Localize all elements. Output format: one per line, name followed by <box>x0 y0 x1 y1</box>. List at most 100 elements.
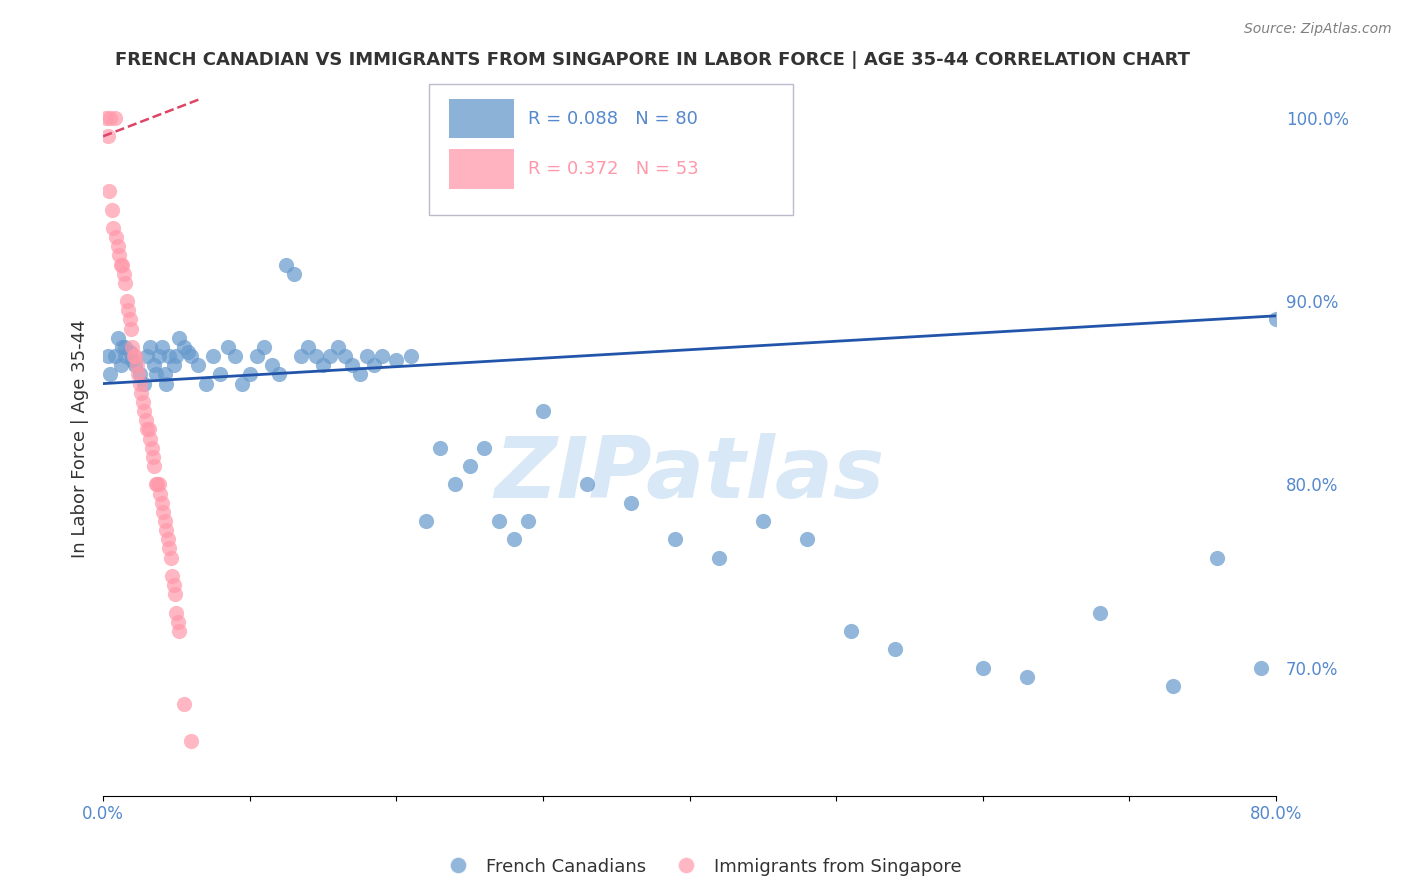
Point <box>128 368 150 382</box>
Point <box>267 368 290 382</box>
Point <box>202 349 225 363</box>
FancyBboxPatch shape <box>449 99 513 138</box>
Point <box>94 111 117 125</box>
Point <box>319 349 342 363</box>
Point <box>326 340 349 354</box>
Point <box>153 514 176 528</box>
Point <box>120 321 142 335</box>
Y-axis label: In Labor Force | Age 35-44: In Labor Force | Age 35-44 <box>72 319 89 558</box>
Point <box>157 541 180 556</box>
Point <box>370 349 392 363</box>
Point <box>165 606 187 620</box>
Point <box>114 349 136 363</box>
Point <box>107 239 129 253</box>
Point <box>173 697 195 711</box>
Point <box>283 267 305 281</box>
Point <box>575 477 598 491</box>
Text: R = 0.372   N = 53: R = 0.372 N = 53 <box>527 160 699 178</box>
Point <box>127 368 149 382</box>
Point <box>148 477 170 491</box>
Text: FRENCH CANADIAN VS IMMIGRANTS FROM SINGAPORE IN LABOR FORCE | AGE 35-44 CORRELAT: FRENCH CANADIAN VS IMMIGRANTS FROM SINGA… <box>115 51 1189 69</box>
Point <box>148 349 170 363</box>
Point <box>150 340 173 354</box>
Point <box>118 345 141 359</box>
Point <box>111 258 134 272</box>
Point <box>177 345 200 359</box>
Point <box>363 359 385 373</box>
Point <box>217 340 239 354</box>
Point <box>136 422 159 436</box>
Point <box>96 129 118 144</box>
Point <box>458 458 481 473</box>
Point <box>415 514 437 528</box>
Point <box>253 340 276 354</box>
Point <box>167 615 190 629</box>
Point <box>1206 550 1229 565</box>
Point <box>149 486 172 500</box>
Point <box>145 368 167 382</box>
Point <box>246 349 269 363</box>
Point <box>117 303 139 318</box>
Point <box>224 349 246 363</box>
Point <box>114 276 136 290</box>
Point <box>160 569 183 583</box>
Point <box>122 349 145 363</box>
Point <box>159 550 181 565</box>
Point <box>180 349 202 363</box>
Point <box>103 220 125 235</box>
Point <box>155 376 177 391</box>
Point <box>110 258 132 272</box>
Point <box>169 624 191 638</box>
Point <box>155 523 177 537</box>
Point <box>239 368 262 382</box>
Point <box>1015 670 1038 684</box>
Point <box>98 184 121 198</box>
Point <box>1088 606 1111 620</box>
Point <box>112 267 135 281</box>
Point <box>143 359 166 373</box>
Point <box>124 349 146 363</box>
Text: Source: ZipAtlas.com: Source: ZipAtlas.com <box>1244 22 1392 37</box>
Point <box>150 496 173 510</box>
Point <box>180 733 202 747</box>
Point <box>139 432 162 446</box>
Point <box>110 359 132 373</box>
Point <box>444 477 467 491</box>
Point <box>138 422 160 436</box>
Point <box>531 404 554 418</box>
Point <box>96 349 118 363</box>
Point <box>124 359 146 373</box>
Point <box>385 352 408 367</box>
Point <box>100 368 122 382</box>
Point <box>488 514 510 528</box>
Point <box>165 349 187 363</box>
Point <box>100 111 122 125</box>
Point <box>118 312 141 326</box>
Point <box>502 533 524 547</box>
Legend: French Canadians, Immigrants from Singapore: French Canadians, Immigrants from Singap… <box>437 851 969 883</box>
Point <box>342 359 364 373</box>
Point <box>152 505 174 519</box>
Point <box>333 349 356 363</box>
Point <box>517 514 540 528</box>
Point <box>839 624 862 638</box>
Point <box>146 477 169 491</box>
Point <box>429 441 451 455</box>
Point <box>136 349 159 363</box>
Point <box>134 376 156 391</box>
Point <box>399 349 422 363</box>
Point <box>141 441 163 455</box>
Point <box>972 660 994 674</box>
Point <box>157 349 180 363</box>
Point <box>114 340 136 354</box>
Point <box>142 450 165 464</box>
FancyBboxPatch shape <box>429 84 793 215</box>
Point <box>132 395 155 409</box>
Point <box>209 368 232 382</box>
Point <box>1250 660 1272 674</box>
Point <box>349 368 371 382</box>
Point <box>187 359 209 373</box>
Point <box>128 376 150 391</box>
Point <box>883 642 905 657</box>
Point <box>664 533 686 547</box>
